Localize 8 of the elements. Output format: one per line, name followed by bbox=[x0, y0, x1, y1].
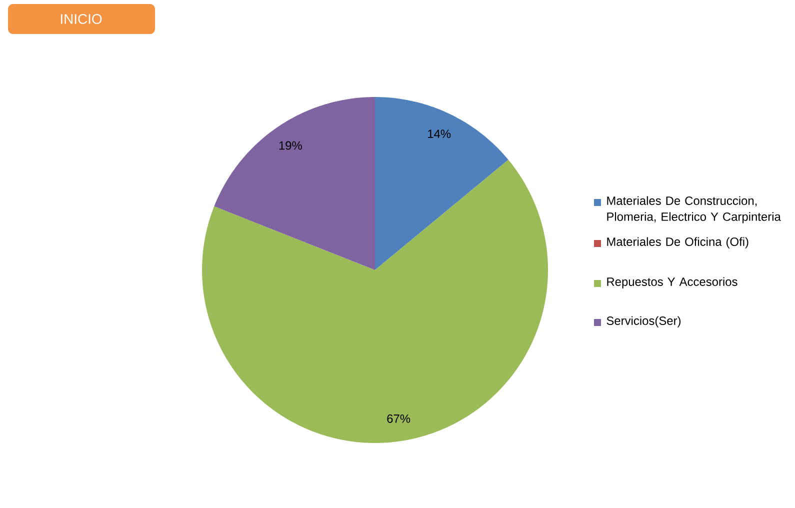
legend-label: Servicios(Ser) bbox=[606, 316, 681, 328]
data-label: 67% bbox=[387, 414, 410, 423]
data-label: 14% bbox=[428, 130, 451, 138]
text: INICIO bbox=[60, 14, 102, 24]
legend-label: Repuestos Y Accesorios bbox=[607, 277, 738, 288]
legend-label: Materiales De Oficina (Ofi) bbox=[607, 237, 748, 248]
legend-label: Materiales De Construccion, Plomeria, Electrico Y Carpinteria bbox=[607, 196, 781, 224]
data-label: 19% bbox=[279, 141, 302, 150]
